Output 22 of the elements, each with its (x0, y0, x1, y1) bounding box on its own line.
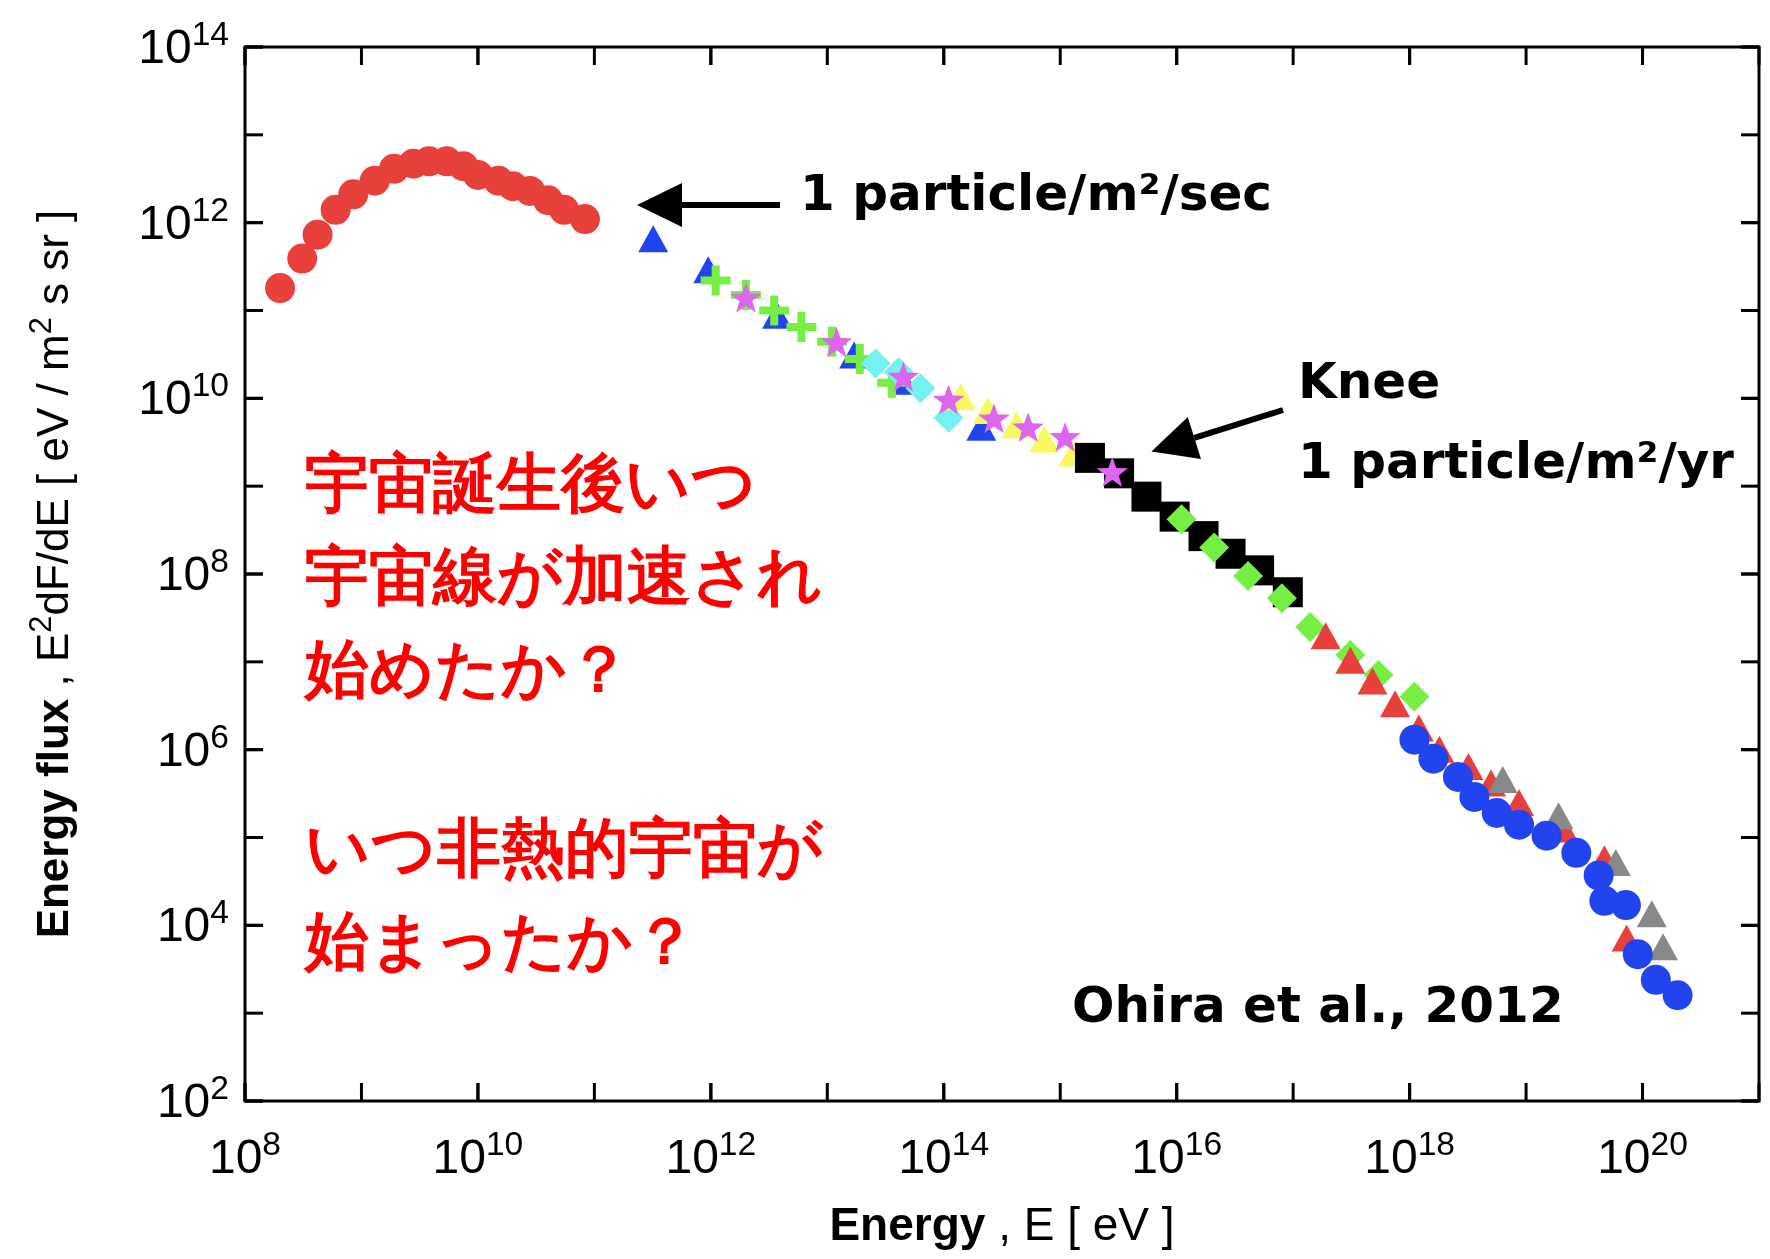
y-tick-label: 10$^{8}$ (156, 541, 229, 600)
annotation: 1 particle/m²/sec (637, 164, 1272, 227)
y-tick-label: 10$^{2}$ (156, 1068, 229, 1127)
annotation: いつ非熱的宇宙が始まったか？ (305, 811, 823, 978)
annotation: Ohira et al., 2012 (1072, 976, 1564, 1034)
x-tick-label: 10$^{8}$ (208, 1124, 282, 1183)
x-tick-label: 10$^{12}$ (665, 1124, 757, 1183)
x-tick-label: 10$^{20}$ (1597, 1124, 1688, 1183)
x-tick-label: 10$^{16}$ (1131, 1124, 1223, 1183)
annotation: 1 particle/m²/sec (800, 164, 1272, 222)
x-tick-label: 10$^{18}$ (1364, 1124, 1455, 1183)
y-tick-label: 10$^{4}$ (156, 892, 229, 952)
annotation: 宇宙誕生後いつ宇宙線が加速され始めたか？ (305, 446, 823, 706)
y-tick-label: 10$^{10}$ (138, 365, 229, 425)
x-axis-title: Energy , E [ eV ] (829, 1198, 1175, 1250)
annotation: Knee 1 particle/m²/yr (1151, 352, 1734, 490)
y-tick-label: 10$^{6}$ (156, 717, 229, 776)
x-tick-label: 10$^{10}$ (432, 1124, 524, 1183)
x-tick-label: 10$^{14}$ (898, 1124, 990, 1183)
y-tick-label: 10$^{14}$ (138, 14, 229, 73)
y-tick-label: 10$^{12}$ (138, 190, 229, 249)
annotation: Knee 1 particle/m²/yr (1298, 352, 1735, 490)
